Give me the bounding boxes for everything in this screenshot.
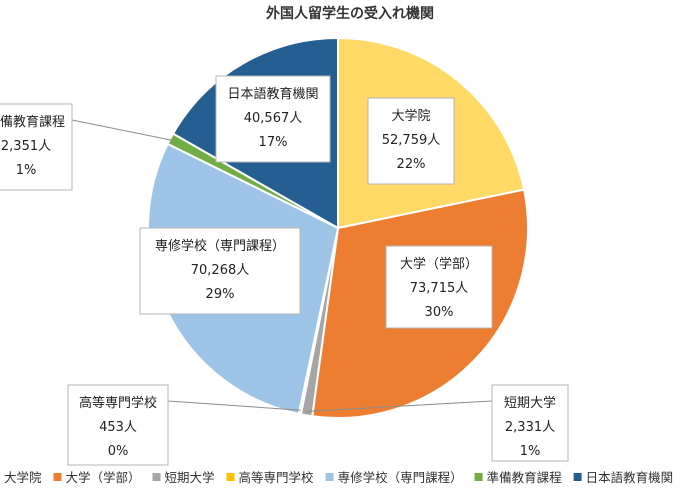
data-label-name: 準備教育課程 [0, 114, 65, 130]
legend-swatch [325, 473, 334, 481]
leader-line [71, 119, 174, 142]
legend-item: 大学（学部） [66, 470, 141, 485]
legend-swatch [474, 473, 483, 481]
data-label-box [215, 75, 331, 163]
data-label-percent: 22% [397, 157, 426, 172]
data-label-value: 40,567人 [244, 111, 303, 126]
legend-swatch [226, 473, 235, 481]
legend-item: 高等専門学校 [239, 470, 315, 485]
data-label-name: 大学（学部） [400, 256, 478, 272]
legend-item: 日本語教育機関 [586, 470, 674, 485]
legend-item: 大学院 [4, 470, 42, 485]
data-label-value: 70,268人 [191, 263, 250, 278]
data-label-percent: 30% [425, 305, 454, 320]
leader-line [167, 400, 301, 411]
data-label-box [139, 227, 301, 315]
legend-swatch [53, 473, 62, 481]
data-label-box [0, 103, 73, 191]
legend-swatch [152, 473, 161, 481]
data-label-value: 2,351人 [1, 139, 51, 154]
data-label-value: 52,759人 [382, 133, 441, 148]
data-label-name: 短期大学 [504, 395, 556, 411]
data-label-value: 73,715人 [410, 281, 469, 296]
data-label-percent: 1% [520, 444, 541, 459]
legend-swatch [573, 473, 582, 481]
data-label-value: 453人 [99, 420, 137, 435]
leader-line [307, 400, 493, 412]
legend-item: 短期大学 [165, 470, 215, 485]
data-label-name: 高等専門学校 [79, 395, 157, 411]
data-label-percent: 1% [16, 163, 37, 178]
data-label-percent: 17% [259, 135, 288, 150]
data-label-name: 日本語教育機関 [227, 86, 318, 102]
legend: 大学院 大学（学部） 短期大学 高等専門学校 専修学校（専門課程） 準備教育課程 日本語教育… [4, 470, 674, 485]
legend-item: 専修学校（専門課程） [338, 470, 463, 485]
data-label-value: 2,331人 [505, 420, 555, 435]
chart-title: 外国人留学生の受入れ機関 [266, 5, 434, 22]
data-label-name: 専修学校（専門課程） [155, 238, 285, 254]
legend-item: 準備教育課程 [487, 470, 563, 485]
data-label-box [385, 245, 493, 329]
data-label-percent: 29% [206, 287, 235, 302]
data-label-percent: 0% [108, 444, 129, 459]
data-labels: 大学院 52,759人 22% 大学（学部） 73,715人 30% 短期大学 2,331人 1… [0, 75, 569, 466]
data-label-box [67, 384, 169, 466]
data-label-name: 大学院 [391, 108, 430, 124]
data-label-box [491, 384, 569, 462]
data-label-box [367, 97, 455, 185]
leader-lines [71, 119, 493, 412]
